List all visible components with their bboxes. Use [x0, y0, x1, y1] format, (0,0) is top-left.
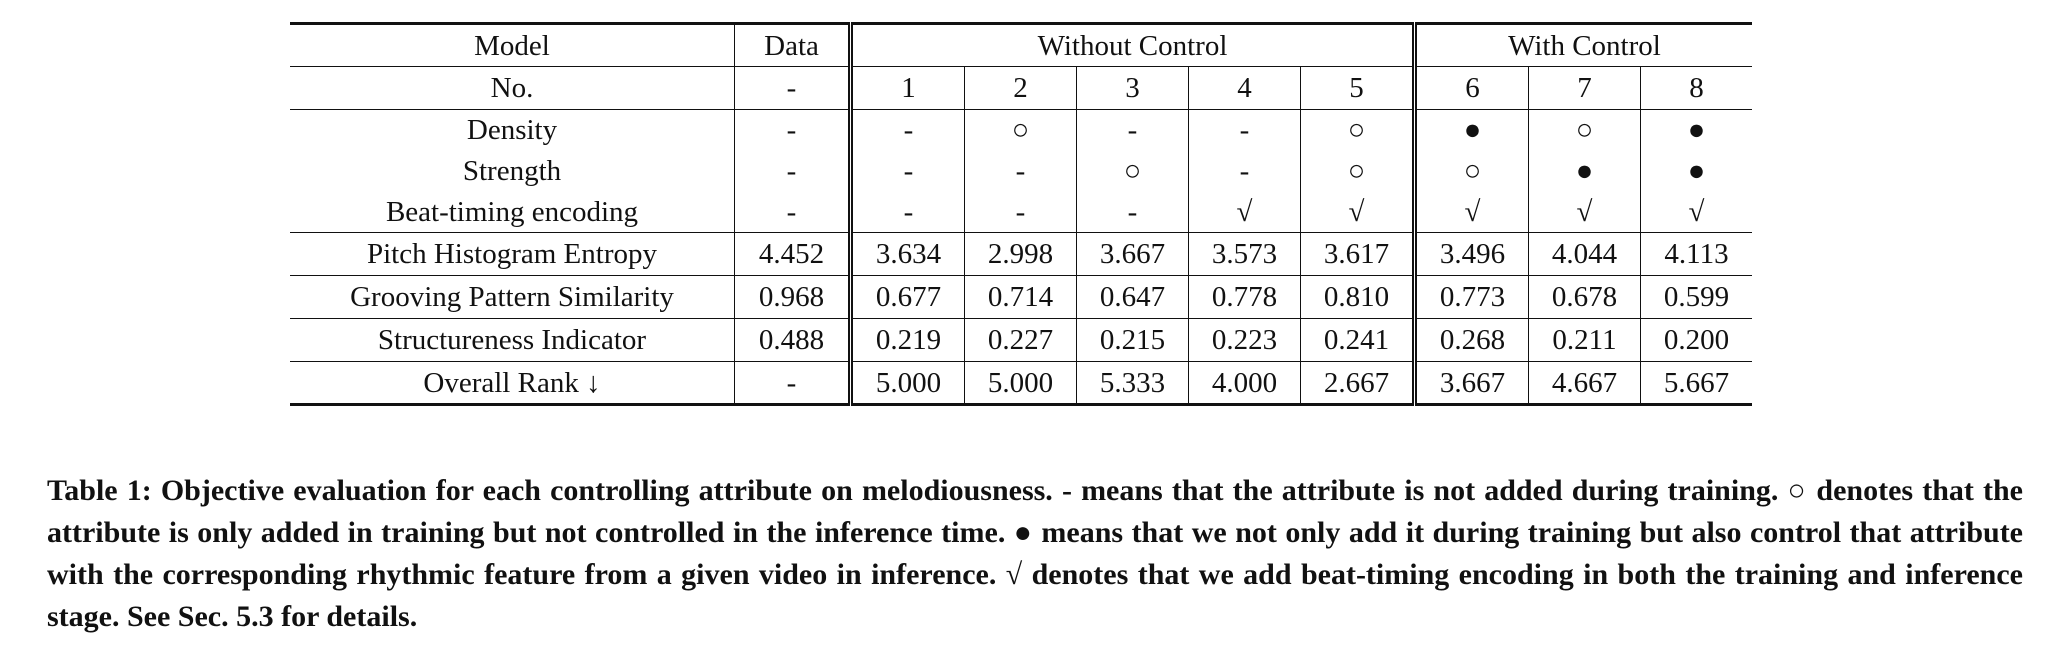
value-cell: ○ — [1414, 150, 1529, 192]
value-cell: ○ — [1528, 109, 1641, 151]
value-cell: 0.778 — [1188, 275, 1301, 319]
value-cell: - — [1076, 109, 1189, 151]
header-data: Data — [734, 23, 853, 67]
row-label: Overall Rank ↓ — [290, 361, 735, 405]
value-cell: 5.333 — [1076, 361, 1189, 405]
value-cell: 3.617 — [1300, 232, 1417, 276]
value-cell: 8 — [1640, 66, 1752, 110]
table-caption: Table 1: Objective evaluation for each c… — [47, 474, 2023, 633]
rank-rows: Overall Rank ↓ -5.000 5.000 5.333 4.000 2.667… — [290, 361, 1752, 405]
value-cell: 0.211 — [1528, 318, 1641, 362]
value-cell: 0.599 — [1640, 275, 1752, 319]
value-cell: ○ — [964, 109, 1077, 151]
value-cell: 6 — [1414, 66, 1529, 110]
attribute-row: Density - - ○ - - ○ ● ○ ● — [290, 109, 1752, 151]
value-cell: ○ — [1076, 150, 1189, 192]
value-cell: 0.714 — [964, 275, 1077, 319]
data-cell: - — [734, 150, 853, 192]
value-cell: 2 — [964, 66, 1077, 110]
value-cell: 1 — [850, 66, 965, 110]
metric-row: Grooving Pattern Similarity 0.968 0.677 0.7… — [290, 275, 1752, 319]
attribute-row: Beat-timing encoding - - - - √ √ √ √ √ — [290, 191, 1752, 233]
value-cell: - — [1076, 191, 1189, 233]
value-cell: 0.219 — [850, 318, 965, 362]
value-cell: - — [850, 109, 965, 151]
row-label: Strength — [290, 150, 735, 192]
value-cell: - — [850, 150, 965, 192]
value-cell: 7 — [1528, 66, 1641, 110]
attribute-row: Strength - - - ○ - ○ ○ ● ● — [290, 150, 1752, 192]
attribute-rows: Density - - ○ - - ○ ● ○ ● Strength - - - ○ - ○ ○ ● ● Beat-ti… — [290, 109, 1752, 233]
value-cell: √ — [1528, 191, 1641, 233]
data-cell: - — [734, 191, 853, 233]
value-cell: √ — [1300, 191, 1417, 233]
row-label: No. — [290, 66, 735, 110]
value-cell: 0.677 — [850, 275, 965, 319]
row-label: Grooving Pattern Similarity — [290, 275, 735, 319]
data-cell: 0.488 — [734, 318, 853, 362]
row-label: Structureness Indicator — [290, 318, 735, 362]
row-label: Density — [290, 109, 735, 151]
value-cell: √ — [1188, 191, 1301, 233]
value-cell: 3.496 — [1414, 232, 1529, 276]
value-cell: ● — [1687, 114, 1706, 147]
header-with-control: With Control — [1414, 23, 1752, 67]
value-cell: 3 — [1076, 66, 1189, 110]
value-cell: 4 — [1188, 66, 1301, 110]
row-label: Pitch Histogram Entropy — [290, 232, 735, 276]
value-cell: 3.573 — [1188, 232, 1301, 276]
data-cell: - — [734, 361, 853, 405]
value-cell: 0.268 — [1414, 318, 1529, 362]
value-cell: 0.227 — [964, 318, 1077, 362]
data-cell: 4.452 — [734, 232, 853, 276]
data-cell: 0.968 — [734, 275, 853, 319]
value-cell: 0.810 — [1300, 275, 1417, 319]
value-cell: ● — [1687, 155, 1706, 187]
metric-rows: Pitch Histogram Entropy 4.452 3.634 2.998 3.… — [290, 232, 1752, 362]
value-cell: ○ — [1300, 150, 1417, 192]
value-cell: - — [964, 150, 1077, 192]
value-cell: 0.647 — [1076, 275, 1189, 319]
value-cell: 3.634 — [850, 232, 965, 276]
header-row: Model Data Without Control With Control — [290, 23, 1752, 67]
value-cell: 0.200 — [1640, 318, 1752, 362]
value-cell: 2.998 — [964, 232, 1077, 276]
value-cell: 4.000 — [1188, 361, 1301, 405]
rank-row: Overall Rank ↓ -5.000 5.000 5.333 4.000 2.667… — [290, 361, 1752, 405]
value-cell: 0.241 — [1300, 318, 1417, 362]
row-label: Beat-timing encoding — [290, 191, 735, 233]
value-cell: 4.667 — [1528, 361, 1641, 405]
value-cell: 5.000 — [964, 361, 1077, 405]
value-cell: - — [850, 191, 965, 233]
value-cell: 3.667 — [1414, 361, 1529, 405]
value-cell: √ — [1640, 191, 1752, 233]
value-cell: 2.667 — [1300, 361, 1417, 405]
value-cell: 0.773 — [1414, 275, 1529, 319]
value-cell: 5.667 — [1663, 366, 1730, 399]
value-cell: - — [1188, 150, 1301, 192]
value-cell: 4.044 — [1528, 232, 1641, 276]
value-cell: - — [1188, 109, 1301, 151]
header-without-control: Without Control — [850, 23, 1417, 67]
value-cell: ● — [1528, 150, 1641, 192]
value-cell: 0.215 — [1076, 318, 1189, 362]
value-cell: 0.223 — [1188, 318, 1301, 362]
value-cell: 4.113 — [1640, 232, 1752, 276]
value-cell: 5.000 — [850, 361, 965, 405]
data-cell: - — [734, 66, 853, 110]
header-model: Model — [290, 23, 735, 67]
value-cell: 3.667 — [1076, 232, 1189, 276]
value-cell: 0.678 — [1528, 275, 1641, 319]
results-table: Model Data Without Control With Control … — [290, 22, 1752, 406]
metric-row: Pitch Histogram Entropy 4.452 3.634 2.998 3.… — [290, 232, 1752, 276]
value-cell: - — [964, 191, 1077, 233]
value-cell: ○ — [1300, 109, 1417, 151]
value-cell: ● — [1414, 109, 1529, 151]
data-cell: - — [734, 109, 853, 151]
metric-row: Structureness Indicator 0.488 0.219 0.227 0.… — [290, 318, 1752, 362]
value-cell: √ — [1414, 191, 1529, 233]
value-cell: 5 — [1300, 66, 1417, 110]
